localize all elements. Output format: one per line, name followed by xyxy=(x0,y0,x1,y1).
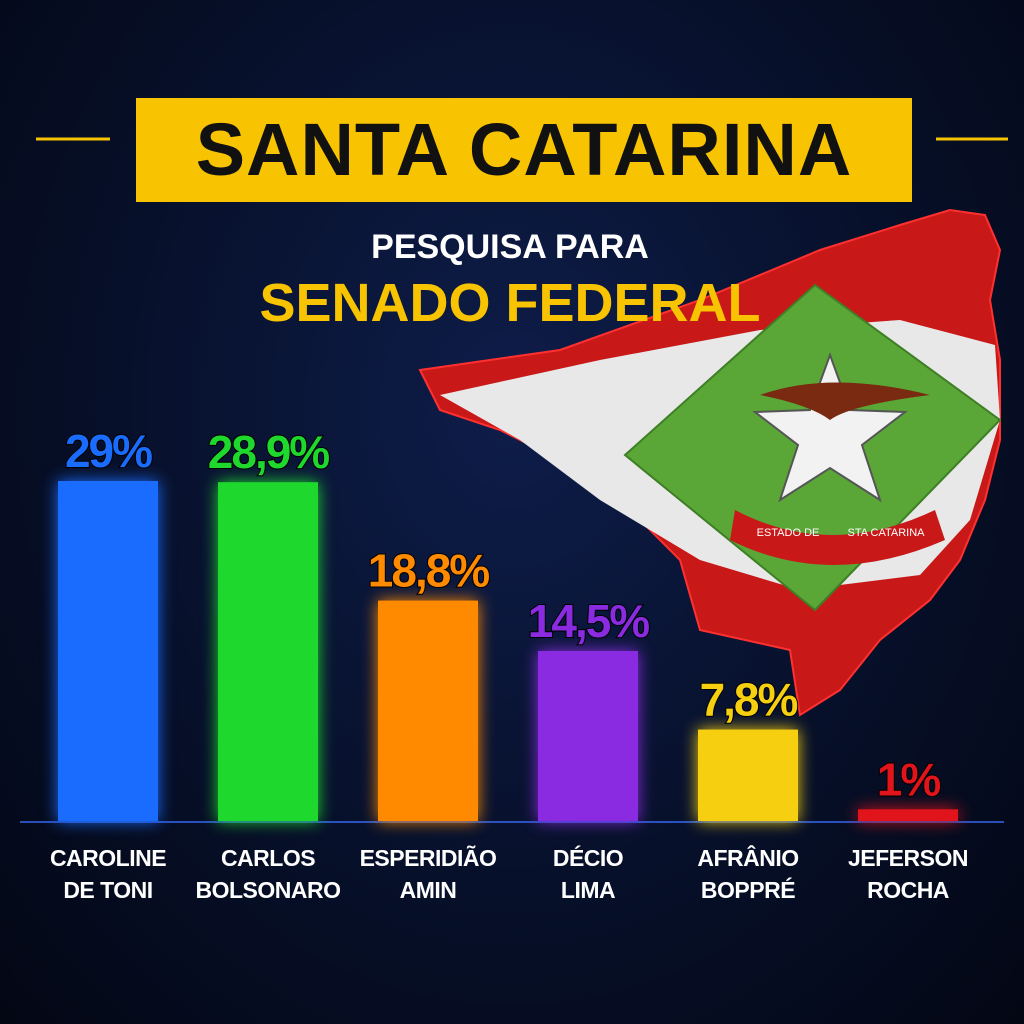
value-label: 29% xyxy=(65,425,152,477)
value-label: 7,8% xyxy=(700,674,798,726)
bar xyxy=(538,651,638,821)
bar xyxy=(378,600,478,821)
value-label: 1% xyxy=(877,753,941,805)
bar xyxy=(698,729,798,821)
value-label: 14,5% xyxy=(528,595,650,647)
chart-subtitle: PESQUISA PARA xyxy=(371,228,649,266)
value-label: 18,8% xyxy=(368,545,490,597)
bar xyxy=(218,482,318,821)
x-tick-label: DÉCIO LIMA xyxy=(552,845,624,903)
x-tick-label: JEFERSON ROCHA xyxy=(848,845,968,903)
state-map xyxy=(418,208,1002,717)
x-tick-label: AFRÂNIO BOPPRÉ xyxy=(697,845,799,903)
chart-subtitle-emphasis: SENADO FEDERAL xyxy=(259,273,761,333)
x-tick-label: CARLOS BOLSONARO xyxy=(195,845,342,903)
value-label: 28,9% xyxy=(208,426,330,478)
x-tick-label: CAROLINE DE TONI xyxy=(49,845,167,903)
bar xyxy=(858,809,958,821)
bar xyxy=(58,481,158,821)
chart-title: SANTA CATARINA xyxy=(136,98,912,202)
emblem-text: ESTADO DE xyxy=(757,527,820,539)
x-tick-label: ESPERIDIÃO AMIN xyxy=(359,845,497,903)
emblem-text: STA CATARINA xyxy=(847,527,925,539)
